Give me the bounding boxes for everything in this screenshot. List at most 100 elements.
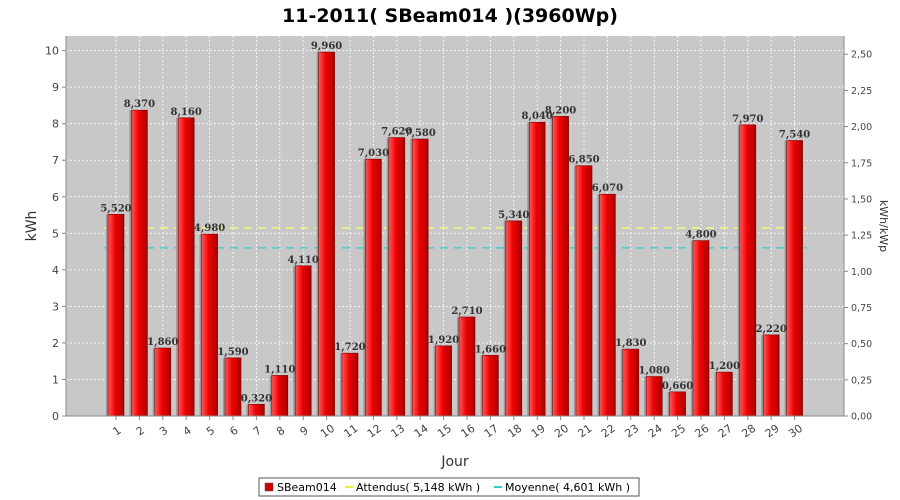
x-axis-label: Jour [440, 454, 469, 470]
bar-value-label: 6,850 [568, 155, 599, 166]
bar-value-label: 1,200 [709, 361, 740, 372]
bar [786, 140, 803, 417]
y-right-tick-label: 1,00 [851, 267, 872, 278]
bar [669, 391, 686, 417]
bar-value-label: 1,590 [217, 347, 248, 358]
bar [388, 137, 406, 417]
bar [599, 193, 616, 417]
y-right-tick-label: 1,25 [851, 231, 872, 242]
y-right-tick-label: 0,25 [851, 375, 872, 386]
x-tick-label: 13 [388, 422, 407, 441]
bar [622, 348, 640, 417]
x-tick-label: 28 [739, 422, 758, 441]
bar-value-label: 1,860 [147, 337, 178, 348]
bar [762, 334, 780, 417]
bar [318, 51, 335, 417]
x-tick-label: 7 [251, 424, 264, 439]
bar [435, 345, 452, 417]
bar [154, 347, 172, 417]
y-tick-label: 2 [52, 337, 59, 350]
bar [271, 375, 289, 417]
x-tick-label: 5 [204, 424, 217, 439]
y-axis-right-label: kWh/kWp [877, 200, 890, 252]
x-tick-label: 6 [227, 424, 240, 439]
bar-value-label: 1,110 [264, 364, 295, 375]
bar-value-label: 7,580 [405, 128, 436, 139]
bar [552, 116, 569, 417]
bar [201, 233, 218, 417]
bar [575, 165, 593, 417]
bar [482, 355, 499, 417]
y-tick-label: 10 [45, 45, 59, 58]
bar-value-label: 5,520 [100, 203, 131, 214]
bar [739, 124, 757, 417]
x-tick-label: 17 [482, 422, 501, 441]
x-axis: 1 2 3 4 5 6 7 8 9 10 11 12 13 14 15 16 17 18 19 20 21 22 23 24 2… [66, 415, 844, 441]
bar-value-label: 2,710 [451, 306, 482, 317]
y-right-tick-label: 0,00 [851, 412, 872, 423]
x-tick-label: 26 [693, 422, 712, 441]
y-tick-label: 7 [52, 154, 59, 167]
bar-value-label: 7,970 [732, 114, 763, 125]
x-tick-label: 1 [110, 424, 123, 439]
x-tick-label: 3 [157, 424, 170, 439]
legend-swatch-bars [264, 482, 274, 492]
bar-value-label: 8,040 [522, 111, 553, 122]
x-tick-label: 10 [318, 422, 337, 441]
y-right-tick-label: 2,25 [851, 86, 872, 97]
bar-value-label: 2,220 [756, 324, 787, 335]
plot-area [66, 36, 844, 416]
bar [224, 357, 242, 417]
bar [365, 158, 382, 417]
x-tick-label: 2 [134, 424, 147, 439]
bar-value-label: 8,160 [171, 107, 202, 118]
x-tick-label: 8 [274, 424, 287, 439]
y-tick-label: 3 [52, 300, 59, 313]
legend-item-attendus: Attendus( 5,148 kWh ) [356, 481, 480, 494]
x-tick-label: 20 [552, 422, 571, 441]
y-axis-label: kWh [24, 211, 40, 242]
legend: SBeam014 Attendus( 5,148 kWh ) Moyenne( … [258, 477, 640, 497]
y-tick-label: 0 [52, 410, 59, 423]
bar-value-label: 1,830 [615, 338, 646, 349]
bar [692, 240, 710, 417]
x-tick-label: 22 [599, 422, 618, 441]
bar-value-label: 9,960 [311, 41, 342, 52]
bar-value-label: 1,920 [428, 335, 459, 346]
reference-lines [104, 227, 807, 249]
legend-item-moyenne: Moyenne( 4,601 kWh ) [505, 481, 630, 494]
x-tick-label: 14 [412, 422, 431, 441]
bar [458, 316, 476, 417]
x-tick-label: 24 [646, 422, 665, 441]
y-right-tick-label: 2,50 [851, 50, 872, 61]
y-tick-label: 6 [52, 191, 59, 204]
bar [131, 109, 148, 417]
bar [505, 220, 523, 417]
bar-value-label: 1,720 [334, 342, 365, 353]
bar [411, 138, 429, 417]
bar-value-label: 7,030 [358, 148, 389, 159]
y-right-tick-label: 0,50 [851, 339, 872, 350]
value-labels: 5,520 8,370 1,860 8,160 4,980 1,590 0,320 1,110… [100, 41, 810, 404]
legend-box [258, 477, 640, 497]
bar-value-label: 7,540 [779, 130, 810, 141]
x-tick-label: 27 [716, 422, 735, 441]
bar-value-label: 6,070 [592, 183, 623, 194]
bar-value-label: 1,080 [639, 366, 670, 377]
x-tick-label: 12 [365, 422, 384, 441]
x-tick-label: 11 [342, 422, 361, 441]
x-tick-label: 15 [435, 422, 454, 441]
y-tick-label: 5 [52, 227, 59, 240]
bar [107, 214, 125, 417]
bar-value-label: 4,110 [288, 255, 319, 266]
y-right-tick-label: 0,75 [851, 303, 872, 314]
y-tick-label: 4 [52, 264, 59, 277]
y-right-tick-label: 1,50 [851, 194, 872, 205]
bar-value-label: 1,660 [475, 344, 506, 355]
bar [528, 121, 546, 417]
y-tick-label: 1 [52, 373, 59, 386]
x-tick-label: 30 [786, 422, 805, 441]
x-tick-label: 18 [505, 422, 524, 441]
x-tick-label: 25 [669, 422, 688, 441]
